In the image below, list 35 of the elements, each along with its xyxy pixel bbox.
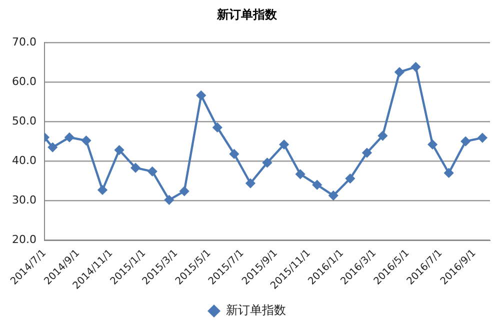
y-tick-label: 60.0 <box>12 74 36 88</box>
y-tick-label: 50.0 <box>12 114 36 128</box>
point <box>296 170 305 179</box>
y-tick-label: 20.0 <box>12 233 36 246</box>
point <box>444 168 454 178</box>
point <box>279 140 289 150</box>
point <box>246 178 256 188</box>
point <box>478 133 488 142</box>
point <box>212 122 222 132</box>
y-tick-label: 30.0 <box>12 194 36 207</box>
point <box>394 67 404 77</box>
point <box>378 131 388 140</box>
point <box>428 140 438 150</box>
point <box>148 166 157 176</box>
point <box>180 186 189 196</box>
point <box>48 142 58 152</box>
point <box>346 174 355 184</box>
y-tick-label: 70.0 <box>12 35 36 48</box>
point <box>312 180 322 190</box>
point <box>411 62 420 72</box>
point <box>64 132 74 142</box>
point <box>196 90 206 100</box>
chart-title: 新订单指数 <box>216 7 278 22</box>
point <box>164 195 174 204</box>
point <box>262 158 272 168</box>
point <box>114 145 124 155</box>
legend-label: 新订单指数 <box>226 303 286 318</box>
y-tick-label: 40.0 <box>12 154 36 167</box>
point <box>362 148 372 158</box>
point <box>328 190 338 200</box>
point <box>130 163 140 172</box>
point <box>461 136 470 146</box>
point <box>98 185 108 195</box>
point <box>82 136 91 146</box>
point <box>230 149 239 159</box>
